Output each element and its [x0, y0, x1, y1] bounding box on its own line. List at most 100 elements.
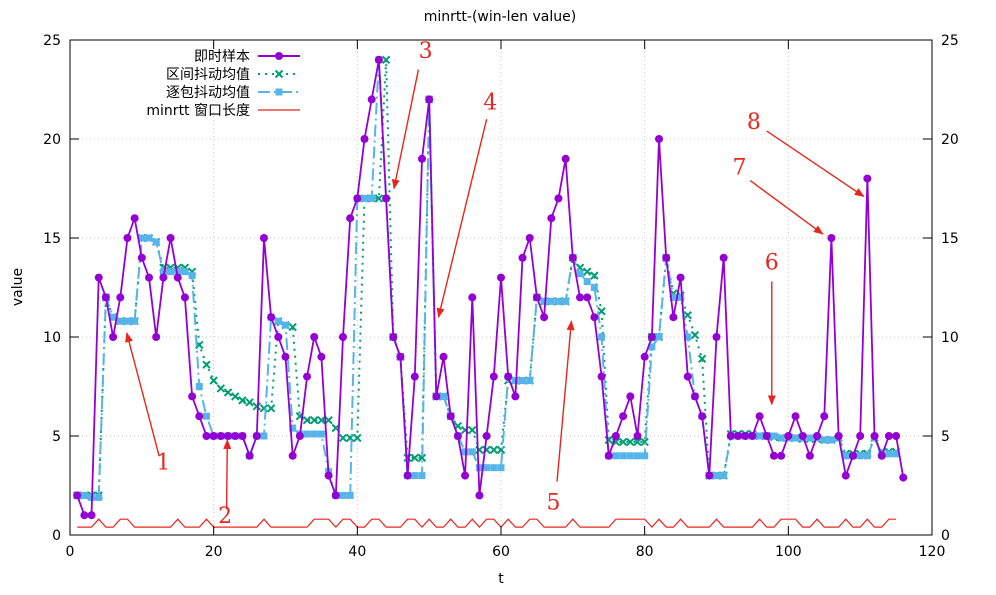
data-point-cross: [633, 437, 642, 447]
data-point-square: [368, 194, 376, 202]
data-point-circle: [202, 432, 211, 440]
data-point-circle: [195, 412, 204, 421]
data-point-cross: [590, 271, 599, 280]
data-point-square: [181, 268, 189, 276]
data-point-cross: [582, 267, 592, 276]
data-point-square: [303, 430, 311, 438]
data-point-square: [361, 194, 369, 202]
data-point-circle: [540, 313, 549, 322]
data-point-circle: [238, 432, 247, 440]
data-point-cross: [618, 437, 628, 447]
series-3: [77, 518, 897, 528]
data-point-cross: [252, 402, 261, 411]
x-tick-label: 20: [205, 544, 223, 560]
data-point-circle: [245, 451, 254, 460]
y-tick-label: 0: [52, 528, 61, 544]
data-point-square: [598, 333, 606, 341]
y-tick-label: 15: [43, 231, 61, 247]
series-0: [73, 55, 908, 520]
data-point-square: [95, 493, 103, 501]
data-point-square: [195, 383, 203, 390]
data-point-square: [863, 452, 871, 460]
data-point-circle: [267, 313, 276, 322]
data-point-circle: [317, 352, 326, 361]
data-point-square: [792, 434, 800, 442]
data-point-circle: [604, 451, 613, 460]
data-point-circle: [468, 293, 477, 302]
annotation-label: 6: [765, 251, 779, 276]
data-point-square: [483, 464, 491, 472]
data-point-square: [138, 234, 146, 242]
data-point-square: [619, 452, 627, 460]
legend-label: minrtt 窗口长度: [146, 102, 250, 119]
data-point-square: [167, 268, 175, 276]
data-point-square: [612, 452, 620, 460]
data-point-circle: [346, 214, 355, 223]
data-point-circle: [662, 253, 671, 262]
data-point-circle: [755, 412, 764, 421]
data-point-circle: [324, 471, 333, 480]
data-point-square: [475, 464, 483, 472]
data-point-circle: [116, 293, 125, 302]
data-point-circle: [712, 333, 721, 341]
data-point-circle: [820, 412, 829, 421]
data-point-square: [576, 270, 584, 278]
data-point-square: [145, 234, 153, 242]
plot-series: [72, 55, 908, 528]
data-point-circle: [439, 352, 448, 361]
data-point-circle: [813, 432, 822, 440]
data-point-circle: [856, 432, 865, 440]
data-point-square: [131, 317, 139, 325]
y-tick-label-right: 10: [941, 330, 959, 346]
y-tick-label: 10: [43, 330, 61, 346]
data-point-circle: [367, 95, 376, 104]
data-point-square: [770, 432, 778, 440]
data-point-circle: [741, 432, 750, 440]
data-point-circle: [769, 451, 778, 460]
data-point-circle: [275, 52, 283, 60]
data-point-square: [554, 297, 562, 305]
data-point-square: [756, 432, 764, 440]
annotation-label: 7: [732, 156, 746, 181]
data-point-circle: [382, 194, 391, 203]
data-point-circle: [590, 313, 599, 322]
data-point-square: [152, 238, 160, 246]
data-point-circle: [784, 432, 793, 440]
data-point-square: [777, 434, 785, 442]
data-point-circle: [123, 234, 132, 242]
data-point-cross: [223, 388, 233, 397]
data-point-circle: [877, 451, 886, 460]
data-point-circle: [224, 432, 233, 440]
data-point-circle: [762, 432, 771, 440]
data-point-circle: [870, 432, 879, 440]
data-point-circle: [626, 392, 635, 401]
data-point-square: [461, 448, 469, 456]
data-point-square: [202, 412, 210, 420]
data-point-circle: [841, 471, 850, 480]
data-point-cross: [417, 453, 427, 462]
data-point-square: [648, 343, 656, 351]
data-point-circle: [252, 432, 261, 440]
data-point-cross: [640, 437, 649, 447]
data-point-circle: [683, 372, 692, 381]
annotation-arrow: [436, 119, 488, 319]
data-point-circle: [274, 333, 283, 341]
x-tick-label: 100: [775, 544, 802, 560]
data-point-circle: [892, 432, 901, 440]
data-point-circle: [511, 392, 520, 401]
data-point-circle: [216, 432, 225, 440]
data-point-square: [289, 424, 297, 432]
data-point-circle: [576, 293, 585, 302]
y-tick-label-right: 0: [941, 528, 950, 544]
data-point-cross: [374, 194, 384, 203]
data-point-circle: [475, 491, 484, 500]
data-point-square: [856, 452, 864, 460]
data-point-circle: [374, 55, 383, 64]
annotation-arrow: [766, 130, 865, 198]
data-point-square: [641, 452, 649, 460]
legend-label: 即时样本: [194, 49, 250, 65]
data-point-square: [174, 268, 182, 276]
data-point-circle: [461, 471, 470, 480]
data-point-circle: [338, 333, 347, 341]
data-point-circle: [848, 451, 857, 460]
